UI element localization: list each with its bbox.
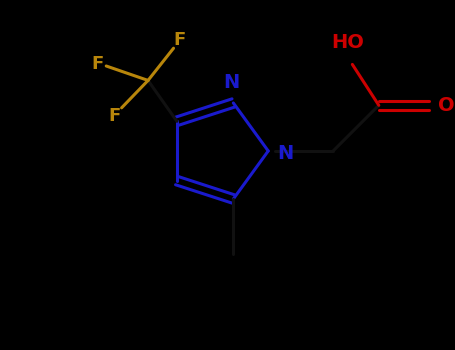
Text: O: O [438, 96, 455, 115]
Text: N: N [277, 144, 293, 163]
Text: N: N [223, 74, 239, 92]
Text: HO: HO [331, 33, 364, 52]
Text: F: F [91, 55, 104, 72]
Text: F: F [173, 30, 186, 49]
Text: F: F [108, 107, 121, 126]
